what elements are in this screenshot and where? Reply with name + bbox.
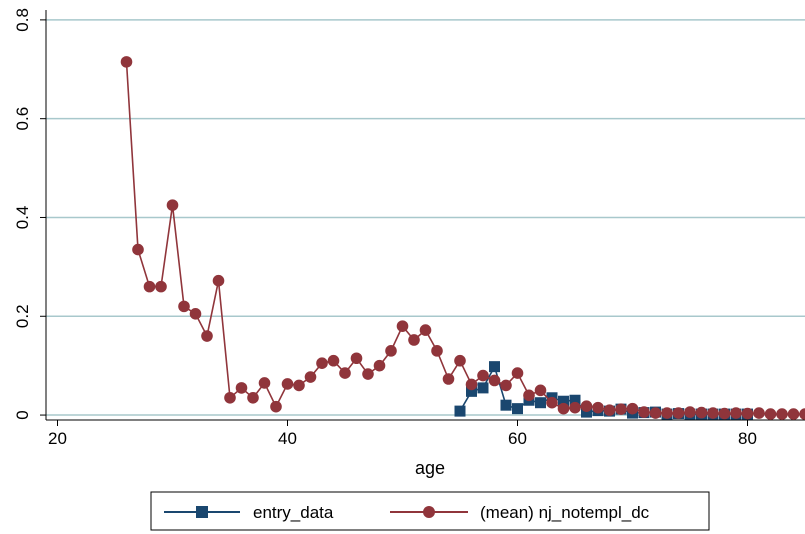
data-point xyxy=(684,406,696,418)
data-point xyxy=(224,391,236,404)
x-axis: 20 40 60 80 xyxy=(46,419,805,448)
data-point xyxy=(718,407,731,420)
data-point xyxy=(120,56,133,68)
x-tick-label: 40 xyxy=(278,429,297,448)
x-tick-label: 80 xyxy=(738,429,757,448)
data-point xyxy=(488,374,501,387)
data-point xyxy=(512,403,523,415)
data-point xyxy=(189,307,202,320)
data-point xyxy=(799,408,805,420)
data-point xyxy=(373,359,386,372)
data-point xyxy=(511,367,524,379)
legend-entry-1: entry_data xyxy=(164,503,334,522)
y-tick-label: 0.4 xyxy=(13,206,32,230)
data-point xyxy=(477,369,489,382)
data-point xyxy=(316,357,328,369)
y-tick-label: 0 xyxy=(13,410,32,419)
data-point xyxy=(569,394,581,406)
data-point xyxy=(247,391,259,404)
data-point xyxy=(212,274,225,287)
legend-marker-1 xyxy=(196,506,208,518)
data-point xyxy=(201,330,213,342)
legend-marker-2 xyxy=(423,506,435,518)
data-point xyxy=(454,354,466,367)
data-point xyxy=(661,407,673,419)
data-point xyxy=(327,354,340,367)
y-tick-label: 0.6 xyxy=(13,107,32,131)
data-point xyxy=(615,403,627,415)
data-point xyxy=(753,407,765,419)
series-layer xyxy=(120,56,805,420)
data-point xyxy=(178,300,190,313)
data-point xyxy=(500,379,512,392)
data-point xyxy=(776,408,788,420)
data-point xyxy=(626,402,639,415)
legend-label-1: entry_data xyxy=(253,503,334,522)
data-point xyxy=(535,397,546,409)
data-point xyxy=(638,406,650,418)
data-point xyxy=(695,406,708,419)
data-point xyxy=(787,408,800,420)
data-point xyxy=(385,345,397,357)
data-point xyxy=(569,401,581,414)
data-point xyxy=(258,377,271,389)
data-point xyxy=(534,384,547,397)
data-point xyxy=(454,405,466,417)
data-point xyxy=(741,407,754,420)
data-point xyxy=(730,407,742,419)
data-point xyxy=(558,395,569,407)
data-point xyxy=(477,382,489,394)
data-point xyxy=(466,385,477,397)
x-axis-title: age xyxy=(415,458,445,478)
y-tick-label: 0.2 xyxy=(13,304,32,328)
data-point xyxy=(764,408,777,420)
data-point xyxy=(707,407,719,419)
data-point xyxy=(281,378,294,390)
x-tick-label: 60 xyxy=(508,429,527,448)
data-point xyxy=(304,371,317,383)
data-point xyxy=(592,401,604,414)
data-point xyxy=(419,324,432,336)
data-point xyxy=(580,400,593,412)
data-point xyxy=(362,368,374,380)
y-tick-label: 0.8 xyxy=(13,8,32,32)
data-point xyxy=(500,399,512,411)
data-point xyxy=(408,334,420,346)
data-point xyxy=(132,243,144,256)
legend: entry_data (mean) nj_notempl_dc xyxy=(150,491,710,531)
data-point xyxy=(465,378,478,391)
data-point xyxy=(396,320,409,332)
data-point xyxy=(649,407,662,419)
data-point xyxy=(603,404,616,416)
y-axis: 0 0.2 0.4 0.6 0.8 xyxy=(13,8,47,420)
x-tick-label: 20 xyxy=(48,429,67,448)
legend-label-2: (mean) nj_notempl_dc xyxy=(480,503,650,522)
data-point xyxy=(442,373,455,385)
data-point xyxy=(293,379,305,392)
data-point xyxy=(672,407,685,419)
series-2 xyxy=(120,56,805,420)
gridlines xyxy=(46,19,805,416)
legend-entry-2: (mean) nj_notempl_dc xyxy=(390,503,650,522)
data-point xyxy=(581,406,592,418)
data-point xyxy=(431,345,443,357)
data-point xyxy=(339,367,351,379)
data-point xyxy=(557,402,570,415)
data-point xyxy=(270,400,282,413)
data-point xyxy=(546,396,558,409)
data-point xyxy=(143,280,156,293)
data-point xyxy=(166,199,179,211)
data-point xyxy=(235,382,248,394)
data-point xyxy=(155,280,167,293)
data-point xyxy=(489,361,500,373)
data-point xyxy=(350,352,363,365)
data-point xyxy=(523,389,535,402)
